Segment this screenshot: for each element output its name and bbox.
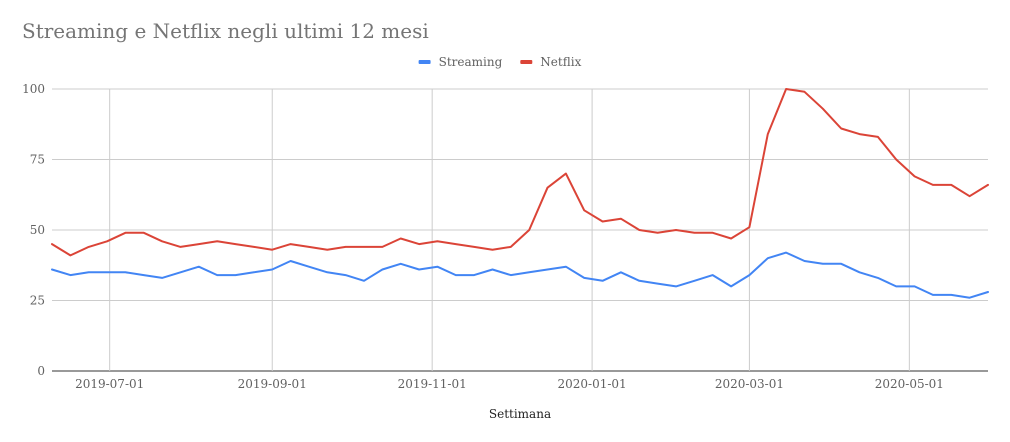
x-tick-label: 2020-01-01 xyxy=(558,377,627,391)
x-axis-label: Settimana xyxy=(489,407,551,421)
x-tick-label: 2019-11-01 xyxy=(398,377,467,391)
x-tick-label: 2019-09-01 xyxy=(238,377,307,391)
y-tick-label: 25 xyxy=(30,294,45,308)
legend-swatch-streaming xyxy=(418,60,431,64)
series-line-streaming xyxy=(51,251,989,299)
y-tick-label: 100 xyxy=(22,82,45,96)
gridlines xyxy=(52,88,988,372)
legend-swatch-netflix xyxy=(520,60,533,64)
x-tick-label: 2020-03-01 xyxy=(715,377,784,391)
chart-title: Streaming e Netflix negli ultimi 12 mesi xyxy=(22,19,429,43)
legend-label-streaming: Streaming xyxy=(439,55,503,69)
x-tick-label: 2020-05-01 xyxy=(875,377,944,391)
series-lines xyxy=(51,88,989,299)
y-tick-label: 0 xyxy=(37,364,45,378)
series-line-netflix xyxy=(51,88,989,257)
y-axis-ticks: 0 25 50 75 100 xyxy=(22,82,45,378)
y-tick-label: 50 xyxy=(30,223,45,237)
x-axis-ticks: 2019-07-01 2019-09-01 2019-11-01 2020-01-01… xyxy=(75,377,944,391)
legend-label-netflix: Netflix xyxy=(540,55,581,69)
y-tick-label: 75 xyxy=(30,153,45,167)
x-tick-label: 2019-07-01 xyxy=(75,377,144,391)
legend: Streaming Netflix xyxy=(418,55,582,69)
